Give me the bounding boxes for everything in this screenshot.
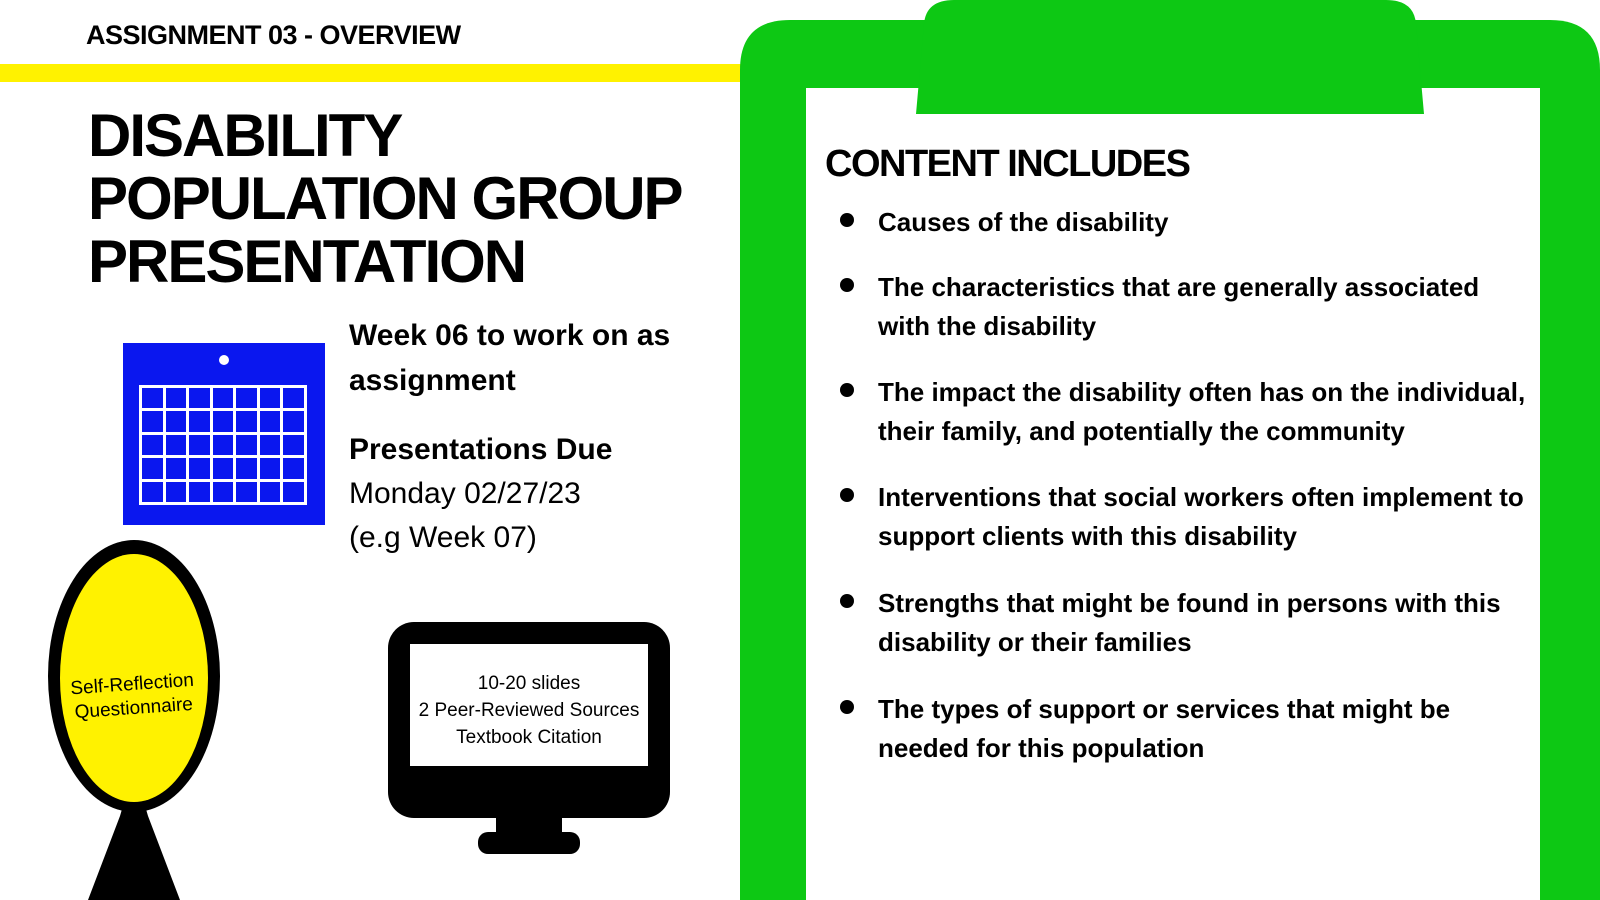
content-title: CONTENT INCLUDES [825, 143, 1189, 186]
calendar-icon [123, 343, 325, 525]
calendar-hole [219, 355, 229, 365]
yellow-divider [0, 64, 742, 82]
list-item: Causes of the disability [830, 203, 1530, 242]
list-item: Interventions that social workers often … [830, 478, 1530, 556]
due-week: (e.g Week 07) [349, 516, 537, 560]
title-line-3: PRESENTATION [88, 230, 682, 293]
due-title: Presentations Due [349, 428, 612, 472]
list-item: The impact the disability often has on t… [830, 373, 1530, 451]
content-list: Causes of the disability The characteris… [830, 203, 1530, 768]
list-item: Strengths that might be found in persons… [830, 584, 1530, 662]
citation-requirement: Textbook Citation [413, 724, 645, 751]
sources-requirement: 2 Peer-Reviewed Sources [413, 697, 645, 724]
slide-title: DISABILITY POPULATION GROUP PRESENTATION [88, 104, 682, 293]
slide-kicker: ASSIGNMENT 03 - OVERVIEW [86, 20, 461, 51]
title-line-2: POPULATION GROUP [88, 167, 682, 230]
slides-requirement: 10-20 slides [413, 670, 645, 697]
title-line-1: DISABILITY [88, 104, 682, 167]
due-date: Monday 02/27/23 [349, 472, 581, 516]
mirror-label: Self-Reflection Questionnaire [59, 668, 208, 726]
calendar-grid [139, 385, 307, 505]
work-week-text: Week 06 to work on as assignment [349, 313, 709, 403]
monitor-screen-text: 10-20 slides 2 Peer-Reviewed Sources Tex… [413, 670, 645, 751]
list-item: The characteristics that are generally a… [830, 268, 1530, 346]
list-item: The types of support or services that mi… [830, 690, 1530, 768]
